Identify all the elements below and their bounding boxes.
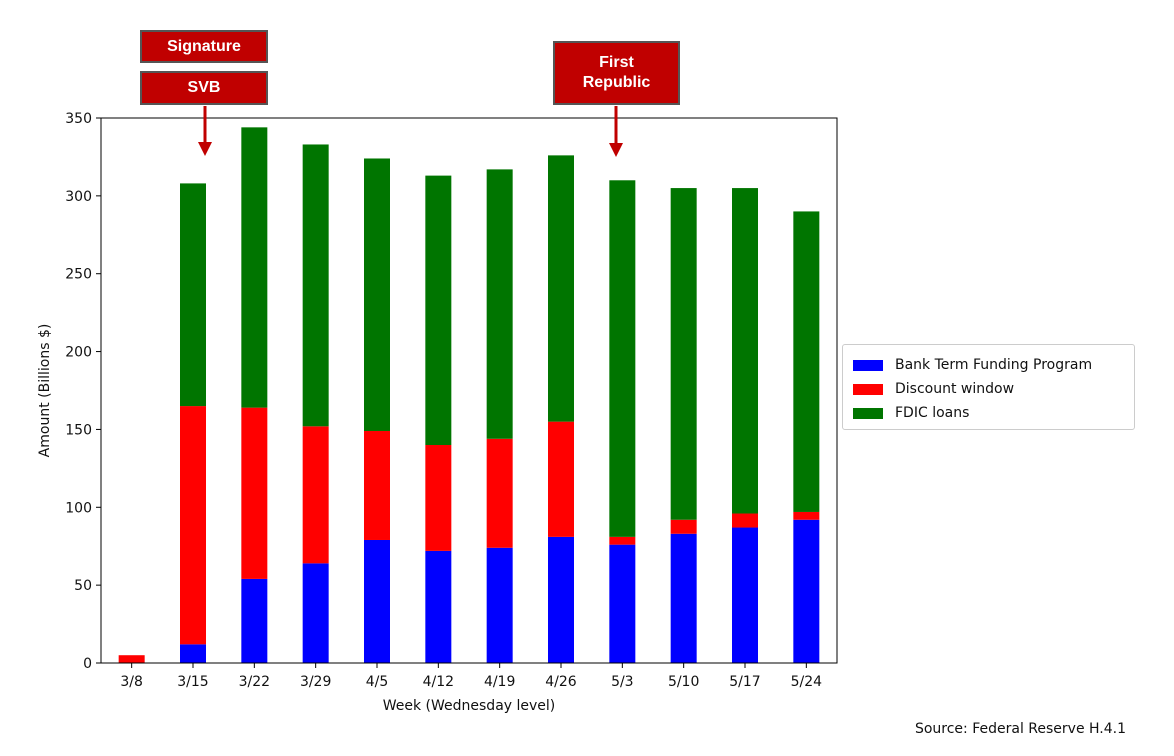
x-tick-label: 4/12 [423, 674, 454, 690]
bar-discount-window-10 [732, 513, 758, 528]
bar-discount-window-3 [302, 426, 329, 564]
legend-label-btfp: Bank Term Funding Program [895, 357, 1093, 373]
x-tick-label: 3/29 [300, 674, 331, 690]
bar-discount-window-2 [241, 407, 268, 579]
first-republic-arrow-head [609, 143, 623, 157]
bar-fdic-loans-9 [670, 188, 697, 520]
y-tick-label: 200 [65, 345, 92, 361]
bar-bank-term-funding-program-6 [486, 547, 513, 663]
bar-bank-term-funding-program-8 [609, 544, 636, 663]
bar-discount-window-7 [548, 421, 574, 537]
source-note: Source: Federal Reserve H.4.1 [914, 721, 1126, 737]
y-tick-label: 100 [65, 500, 92, 516]
y-tick-label: 0 [83, 656, 92, 672]
y-axis-label: Amount (Billions $) [37, 324, 53, 458]
legend-swatch-btfp [853, 359, 883, 371]
x-tick-label: 5/3 [611, 674, 634, 690]
bar-discount-window-6 [486, 438, 513, 548]
bar-discount-window-0 [118, 655, 145, 663]
y-tick-label: 300 [65, 189, 92, 205]
y-tick-label: 250 [65, 267, 92, 283]
bar-discount-window-1 [180, 406, 206, 645]
x-tick-label: 5/17 [729, 674, 760, 690]
bar-bank-term-funding-program-4 [364, 539, 390, 663]
bar-discount-window-8 [609, 536, 636, 545]
bar-discount-window-5 [425, 445, 452, 551]
bar-fdic-loans-11 [793, 211, 820, 512]
bar-bank-term-funding-program-5 [425, 550, 452, 663]
legend-swatch-fdic-loans [853, 407, 883, 419]
legend-item-btfp: Bank Term Funding Program [851, 353, 1126, 377]
bar-fdic-loans-8 [609, 180, 636, 537]
x-tick-label: 5/10 [668, 674, 699, 690]
y-tick-label: 50 [74, 578, 92, 594]
first-republic-line1: First [599, 54, 634, 71]
legend-swatch-discount-window [853, 383, 883, 395]
first-republic-line2: Republic [582, 74, 651, 91]
x-tick-label: 4/26 [545, 674, 577, 690]
x-tick-label: 3/8 [120, 674, 143, 690]
x-tick-label: 5/24 [791, 674, 823, 690]
x-axis-label: Week (Wednesday level) [383, 698, 556, 714]
bar-bank-term-funding-program-10 [732, 527, 758, 663]
bar-fdic-loans-7 [548, 155, 574, 422]
legend-item-fdic-loans: FDIC loans [851, 401, 1126, 425]
legend-label-fdic-loans: FDIC loans [895, 405, 970, 421]
bar-bank-term-funding-program-11 [793, 519, 820, 663]
bar-bank-term-funding-program-3 [302, 563, 329, 663]
x-tick-label: 4/5 [366, 674, 389, 690]
bar-bank-term-funding-program-2 [241, 578, 268, 663]
bar-fdic-loans-5 [425, 175, 452, 445]
y-tick-label: 350 [65, 111, 92, 127]
first-republic-annotation: First Republic [553, 41, 680, 105]
svb-annotation: SVB [140, 71, 268, 105]
legend-label-discount-window: Discount window [895, 381, 1015, 397]
bar-bank-term-funding-program-9 [670, 533, 697, 663]
signature-annotation: Signature [140, 30, 268, 63]
chart-legend: Bank Term Funding Program Discount windo… [842, 344, 1135, 430]
bar-fdic-loans-6 [486, 169, 513, 439]
bar-bank-term-funding-program-1 [180, 644, 206, 663]
bar-fdic-loans-10 [732, 188, 758, 514]
x-tick-label: 4/19 [484, 674, 515, 690]
y-tick-label: 150 [65, 422, 92, 438]
bar-bank-term-funding-program-7 [548, 536, 574, 663]
x-tick-label: 3/15 [177, 674, 208, 690]
bar-fdic-loans-4 [364, 158, 390, 431]
bar-fdic-loans-3 [302, 144, 329, 427]
svb-arrow-head [198, 142, 212, 156]
bar-fdic-loans-2 [241, 127, 268, 408]
plot-frame [100, 117, 838, 664]
bar-fdic-loans-1 [180, 183, 206, 407]
x-tick-label: 3/22 [239, 674, 270, 690]
bar-discount-window-11 [793, 511, 820, 520]
legend-item-discount-window: Discount window [851, 377, 1126, 401]
bar-discount-window-4 [364, 430, 390, 540]
bar-discount-window-9 [670, 519, 697, 534]
